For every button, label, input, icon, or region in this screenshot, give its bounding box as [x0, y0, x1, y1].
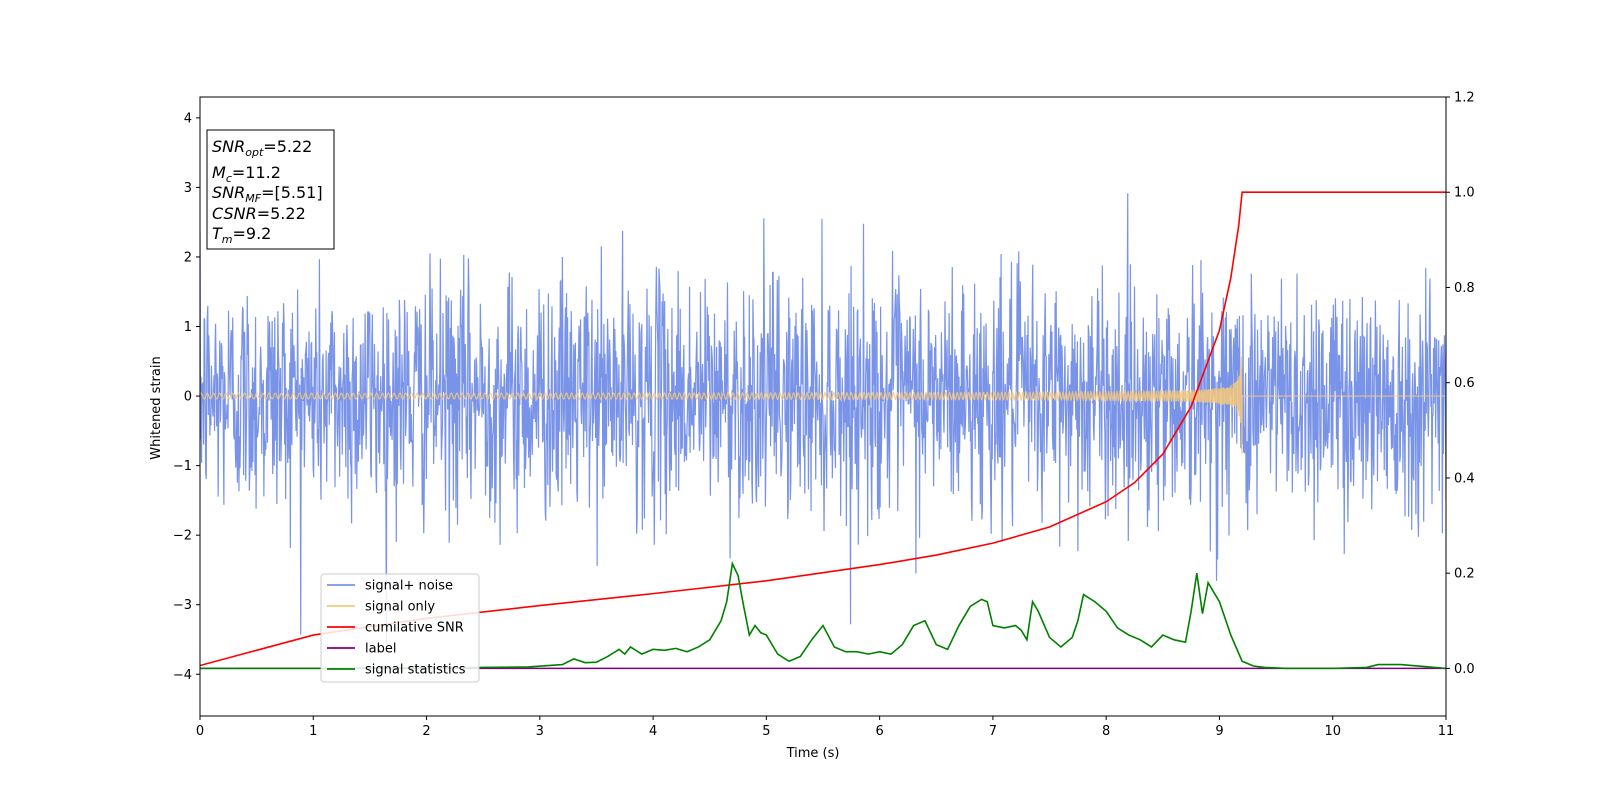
y-left-tick-label: 4: [184, 111, 192, 126]
plot-frame: [199, 96, 1447, 717]
x-tick-label: 8: [1102, 724, 1110, 739]
y-axis-label: Whitened strain: [149, 356, 164, 459]
info-box-line: CSNR=5.22: [212, 204, 306, 223]
x-tick-label: 6: [875, 724, 883, 739]
y-right-tick-label: 0.8: [1454, 281, 1475, 296]
x-tick-label: 10: [1324, 724, 1341, 739]
y-left-tick-label: 3: [184, 181, 192, 196]
x-tick-label: 4: [649, 724, 657, 739]
y-left-tick-label: −4: [173, 668, 192, 683]
series-signal-statistics-line: [200, 560, 1446, 670]
legend-label: cumilative SNR: [365, 621, 464, 636]
legend: signal+ noise signal only cumilative SNR la…: [320, 573, 480, 683]
y-left-tick-label: 1: [184, 320, 192, 335]
legend-frame: [320, 573, 480, 683]
x-tick-label: 0: [196, 724, 204, 739]
y-right-tick-label: 0.6: [1454, 376, 1475, 391]
x-tick-label: 5: [762, 724, 770, 739]
x-tick-label: 3: [536, 724, 544, 739]
legend-label: label: [365, 642, 396, 657]
y-left-tick-label: −1: [173, 459, 192, 474]
legend-label: signal+ noise: [365, 579, 453, 594]
y-right-tick-label: 1.0: [1454, 186, 1475, 201]
info-box-line: Tm=9.2: [212, 224, 271, 246]
y-left-tick-label: −2: [173, 529, 192, 544]
info-box: SNRopt=5.22 Mc=11.2SNRMF=[5.51]CSNR=5.22T…: [206, 129, 335, 250]
x-axis-label: Time (s): [786, 746, 840, 761]
y-left-tick-label: 2: [184, 250, 192, 265]
series-signal-noise-line: [200, 193, 1446, 645]
legend-label: signal statistics: [365, 663, 466, 678]
x-tick-label: 7: [989, 724, 997, 739]
series-cumilative-snr-line: [200, 191, 1446, 667]
y-right-tick-label: 0.0: [1454, 662, 1475, 677]
y-axis-left: 4 3 2 1 0 −1 −2 −3 −4: [173, 111, 200, 683]
legend-label: signal only: [365, 600, 435, 615]
info-box-frame: [206, 129, 335, 250]
y-axis-right: 1.2 1.0 0.8 0.6 0.4 0.2 0.0: [1446, 91, 1475, 677]
y-left-tick-label: −3: [173, 598, 192, 613]
info-box-line: SNRopt=5.22: [212, 137, 312, 159]
series-signal-only-line: [200, 356, 1446, 454]
x-tick-label: 9: [1215, 724, 1223, 739]
x-axis: 0 1 2 3 4 5 6 7 8 9 10 11: [196, 716, 1454, 739]
x-tick-label: 2: [422, 724, 430, 739]
y-right-tick-label: 0.2: [1454, 567, 1475, 582]
x-tick-label: 1: [309, 724, 317, 739]
info-box-line: SNRMF=[5.51]: [212, 183, 323, 205]
x-tick-label: 11: [1438, 724, 1455, 739]
y-right-tick-label: 0.4: [1454, 471, 1475, 486]
y-left-tick-label: 0: [184, 390, 192, 405]
info-box-line: Mc=11.2: [212, 163, 281, 185]
y-right-tick-label: 1.2: [1454, 91, 1475, 106]
